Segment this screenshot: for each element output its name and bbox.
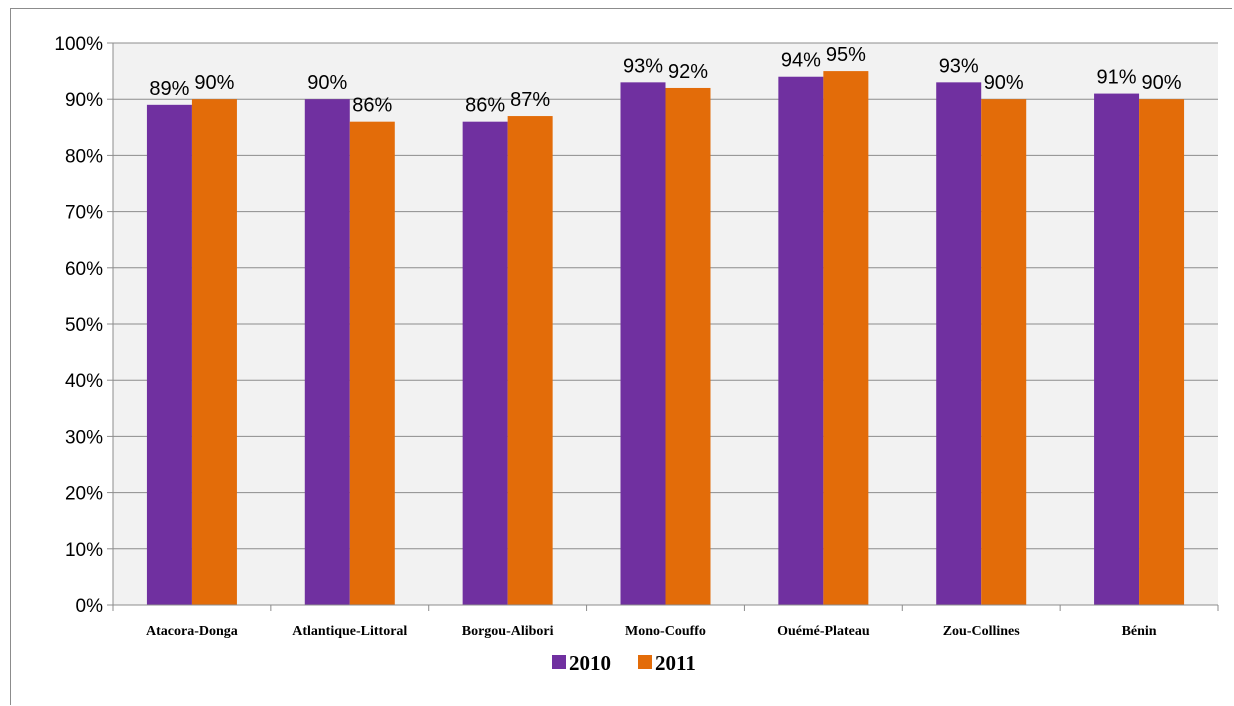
data-labels: 89% 90% 90%86% 86% 87%93% 92%94% 95%93%90% 91% 9… xyxy=(149,44,1181,117)
data-label: 91% xyxy=(1097,67,1137,89)
x-axis-category-labels: Atacora-Donga Atlantique-Littoral Borgou-A… xyxy=(146,624,1157,639)
category-label: Borgou-Alibori xyxy=(462,624,554,639)
bar-2010 xyxy=(462,121,508,606)
y-tick-label: 80% xyxy=(65,146,103,167)
bar-2011 xyxy=(981,99,1027,605)
category-label: Zou-Collines xyxy=(943,624,1021,639)
category-label: Ouémé-Plateau xyxy=(777,624,870,639)
data-label: 90% xyxy=(307,72,347,94)
data-label: 89% xyxy=(149,78,189,100)
bar-2010 xyxy=(620,82,666,606)
bar-2010 xyxy=(304,99,350,605)
y-tick-label: 20% xyxy=(65,484,103,505)
y-tick-label: 90% xyxy=(65,90,103,111)
bar-2010 xyxy=(778,76,824,606)
category-label: Bénin xyxy=(1122,624,1157,639)
bars xyxy=(146,71,1185,606)
bar-2011 xyxy=(1139,99,1185,605)
bar-2011 xyxy=(349,121,395,606)
bar-2010 xyxy=(936,82,982,606)
data-label: 92% xyxy=(668,61,708,83)
y-tick-label: 100% xyxy=(54,34,103,55)
category-label: Mono-Couffo xyxy=(625,624,706,639)
data-label: 94% xyxy=(781,50,821,72)
x-axis-ticks xyxy=(112,605,1219,611)
data-label: 90% xyxy=(984,72,1024,94)
legend-label: 2011 xyxy=(655,651,696,675)
data-label: 93% xyxy=(939,55,979,77)
y-tick-label: 0% xyxy=(76,596,104,617)
bar-2010 xyxy=(146,104,192,605)
legend-swatch-2010 xyxy=(552,655,566,669)
legend-label: 2010 xyxy=(569,651,611,675)
legend: 2010 2011 xyxy=(552,651,696,675)
bar-2011 xyxy=(507,116,553,605)
y-tick-label: 10% xyxy=(65,540,103,561)
y-tick-label: 70% xyxy=(65,203,103,224)
y-tick-label: 60% xyxy=(65,259,103,280)
bar-2011 xyxy=(823,71,869,606)
bar-2010 xyxy=(1094,93,1140,605)
data-label: 87% xyxy=(510,89,550,111)
data-label: 90% xyxy=(194,72,234,94)
data-label: 86% xyxy=(465,95,505,117)
y-tick-label: 40% xyxy=(65,371,103,392)
data-label: 90% xyxy=(1142,72,1182,94)
bar-2011 xyxy=(191,99,237,605)
data-label: 86% xyxy=(352,95,392,117)
legend-swatch-2011 xyxy=(638,655,652,669)
y-tick-label: 30% xyxy=(65,427,103,448)
category-label: Atlantique-Littoral xyxy=(292,624,407,639)
data-label: 93% xyxy=(623,55,663,77)
y-tick-label: 50% xyxy=(65,315,103,336)
category-label: Atacora-Donga xyxy=(146,624,238,639)
bar-2011 xyxy=(665,87,711,605)
y-axis-tick-labels: 0% 10% 20% 30% 40% 50% 60% 70% 80% 90% 100% xyxy=(54,34,113,617)
data-label: 95% xyxy=(826,44,866,66)
